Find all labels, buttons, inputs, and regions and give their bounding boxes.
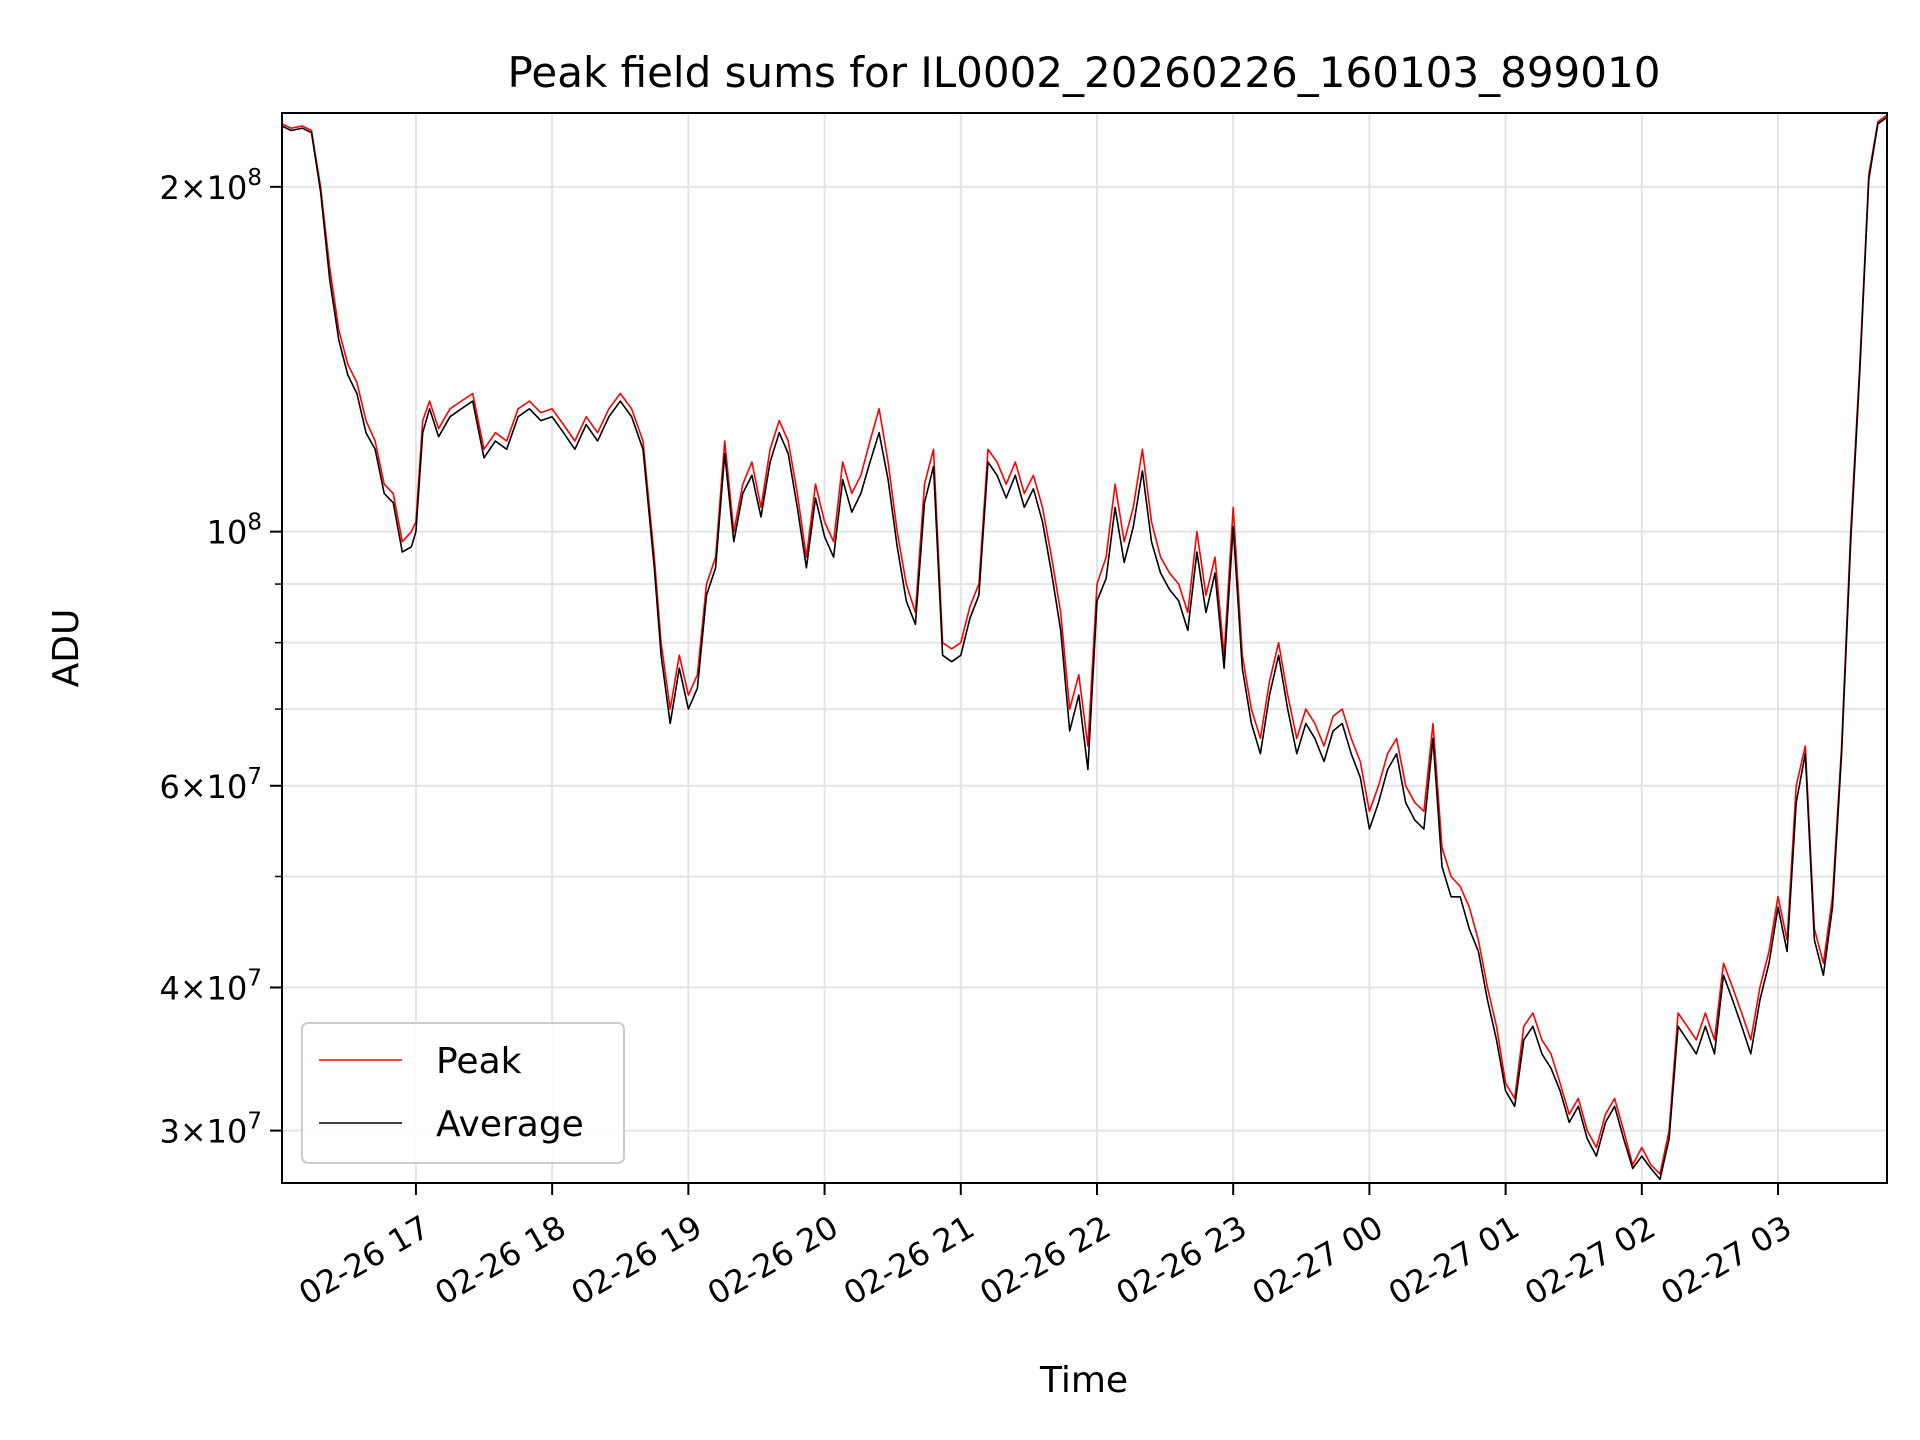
y-axis: 3×107 4×107 6×107 108 2×108 — [159, 165, 282, 1151]
y-tick-label: 4×107 — [159, 965, 262, 1007]
y-tick-label: 108 — [207, 510, 262, 552]
chart-title: Peak field sums for IL0002_20260226_1601… — [508, 48, 1661, 97]
y-tick-label: 2×108 — [159, 165, 262, 207]
axes-frame — [281, 112, 1888, 1184]
plot-area — [282, 114, 1887, 1181]
y-tick-label: 6×107 — [159, 764, 262, 806]
legend-label: Peak — [436, 1041, 522, 1082]
legend-label: Average — [436, 1104, 584, 1145]
legend-box — [301, 1022, 625, 1164]
series-line-average — [282, 116, 1887, 1181]
legend: Peak Average — [301, 1022, 625, 1164]
grid-lines — [282, 113, 1887, 1183]
y-axis-label: ADU — [46, 609, 87, 688]
y-tick-label: 3×107 — [159, 1109, 262, 1151]
x-axis-label: Time — [1039, 1360, 1128, 1401]
series-line-peak — [282, 114, 1887, 1175]
